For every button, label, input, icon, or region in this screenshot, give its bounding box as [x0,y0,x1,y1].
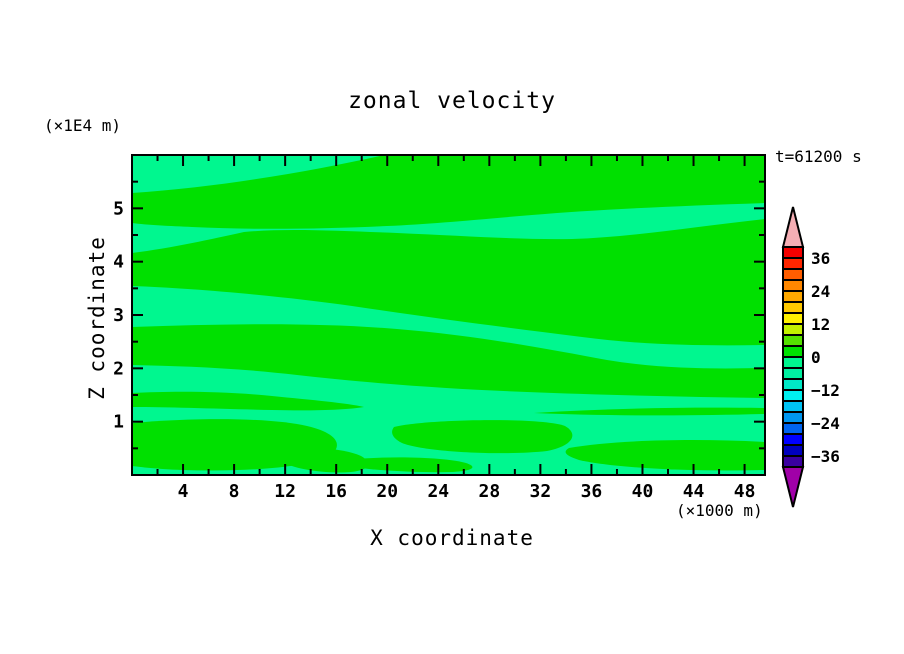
field-positive-band [565,440,765,471]
colorbar-cell [782,356,804,369]
colorbar-cell [782,257,804,270]
colorbar-cell [782,422,804,435]
colorbar-tick-label: 12 [811,315,830,334]
colorbar-cell [782,246,804,259]
colorbar-cell [782,301,804,314]
field-positive-band [132,219,765,346]
colorbar-tick-label: 0 [811,348,821,367]
colorbar-cell [782,455,804,468]
colorbar-cell [782,400,804,413]
contour-field [132,155,765,475]
colorbar-cell [782,378,804,391]
z-tick-label: 4 [113,252,124,273]
field-positive-band [132,324,765,398]
x-tick-label: 4 [178,481,189,502]
z-tick-label: 1 [113,412,124,433]
timestamp-label: t=61200 s [775,147,862,166]
x-tick-label: 48 [734,481,756,502]
colorbar-tick-label: −36 [811,447,840,466]
z-tick-label: 2 [113,358,124,379]
colorbar-cell [782,345,804,358]
x-tick-label: 12 [274,481,296,502]
x-tick-label: 44 [683,481,705,502]
x-axis-title: X coordinate [370,526,534,550]
z-axis-title: Z coordinate [85,236,109,400]
z-tick-label: 5 [113,198,124,219]
colorbar-cell [782,323,804,336]
field-positive-band [392,420,573,454]
x-tick-label: 40 [632,481,654,502]
x-axis-unit-label: (×1000 m) [676,501,763,520]
colorbar-under-arrow [781,466,805,508]
colorbar-cell [782,268,804,281]
colorbar-cell [782,312,804,325]
colorbar-tick-label: 36 [811,249,830,268]
colorbar-tick-label: −24 [811,414,840,433]
x-tick-label: 20 [376,481,398,502]
colorbar-tick-label: −12 [811,381,840,400]
x-tick-label: 8 [229,481,240,502]
colorbar-over-arrow [781,206,805,248]
colorbar-cell [782,279,804,292]
field-positive-band [276,448,369,473]
field-positive-band [534,407,765,416]
x-tick-label: 36 [581,481,603,502]
colorbar-tick-label: 24 [811,282,830,301]
field-positive-band [132,391,364,411]
colorbar-cell [782,290,804,303]
x-tick-label: 16 [325,481,347,502]
z-axis-unit-label: (×1E4 m) [44,116,122,135]
colorbar-cell [782,334,804,347]
colorbar-cell [782,411,804,424]
colorbar-cell [782,367,804,380]
x-tick-label: 32 [530,481,552,502]
colorbar-cell [782,444,804,457]
colorbar-cell [782,389,804,402]
colorbar-cell [782,433,804,446]
axis-ticks [132,155,765,475]
colorbar: 36 24 12 0 −12 −24 −36 [781,206,840,508]
x-tick-label: 24 [427,481,449,502]
field-positive-band [132,155,765,229]
z-tick-label: 3 [113,305,124,326]
x-tick-label: 28 [478,481,500,502]
page-title: zonal velocity [348,88,556,114]
